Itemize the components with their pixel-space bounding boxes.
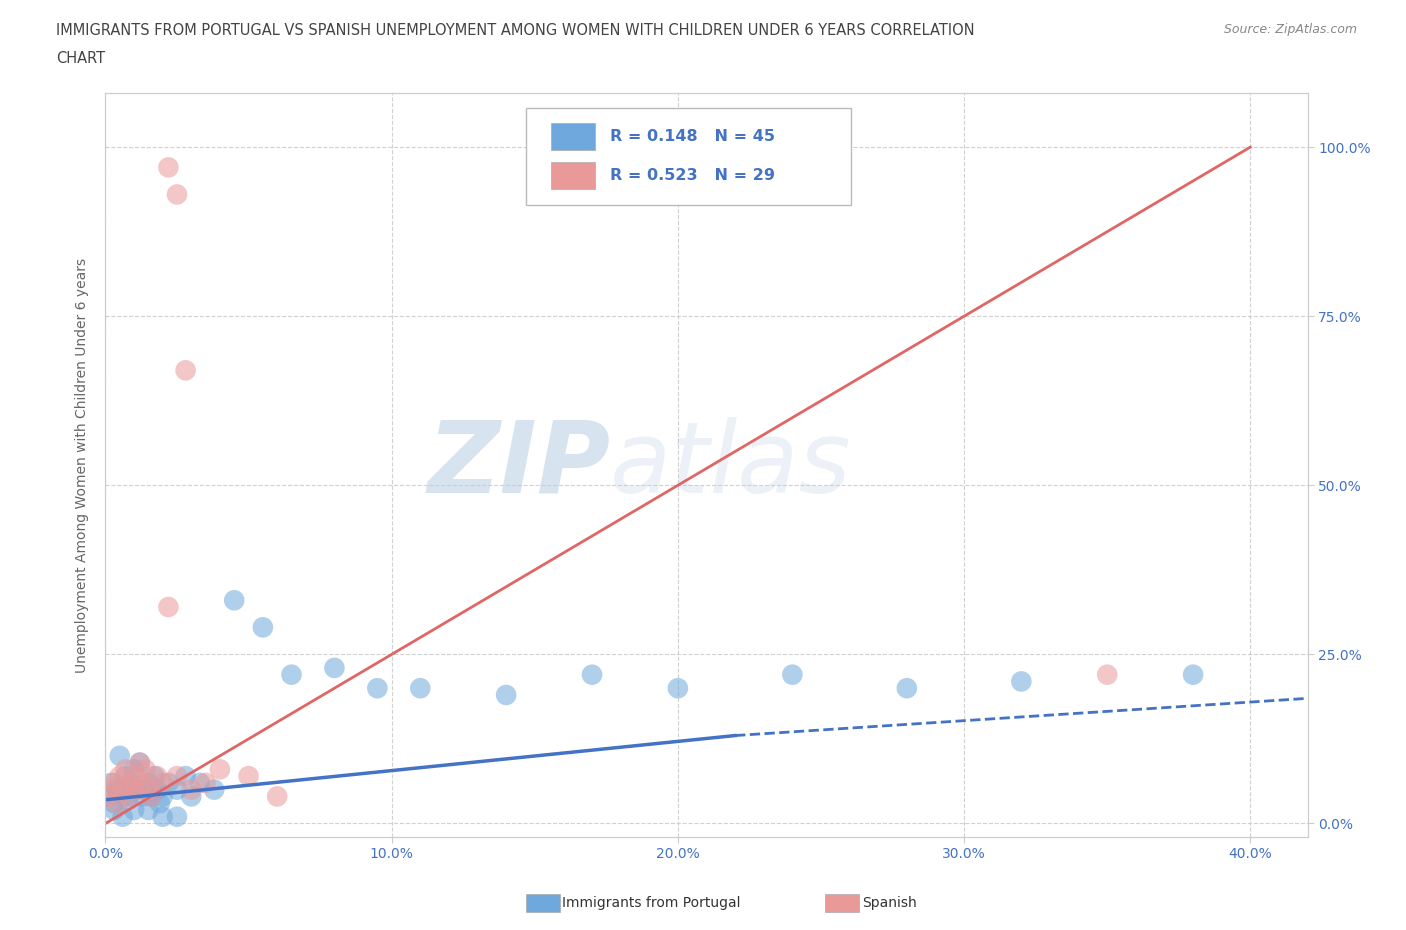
Point [97, 789, 120, 804]
Point [120, 776, 142, 790]
Point [111, 809, 134, 824]
Point [149, 796, 172, 811]
Text: Immigrants from Portugal: Immigrants from Portugal [562, 896, 741, 910]
Text: ZIP: ZIP [427, 417, 610, 513]
Point [125, 769, 148, 784]
Point [495, 687, 517, 702]
Point [122, 803, 145, 817]
Point [108, 749, 131, 764]
Point [138, 776, 160, 790]
Point [152, 789, 174, 804]
Point [166, 187, 188, 202]
Point [152, 809, 174, 824]
Point [122, 782, 145, 797]
Point [141, 789, 163, 804]
Text: Source: ZipAtlas.com: Source: ZipAtlas.com [1223, 23, 1357, 36]
Point [97, 789, 120, 804]
Point [103, 776, 125, 790]
Point [117, 789, 139, 804]
Point [166, 782, 188, 797]
Point [114, 769, 136, 784]
Text: R = 0.523   N = 29: R = 0.523 N = 29 [610, 168, 775, 183]
Point [111, 782, 134, 797]
Point [146, 782, 169, 797]
Point [108, 769, 131, 784]
Point [323, 660, 346, 675]
Point [194, 776, 217, 790]
Point [128, 755, 150, 770]
Point [131, 789, 153, 804]
Point [138, 782, 160, 797]
Point [1182, 667, 1205, 682]
Text: R = 0.148   N = 45: R = 0.148 N = 45 [610, 129, 775, 144]
Point [157, 600, 180, 615]
Point [135, 782, 157, 797]
Point [100, 776, 122, 790]
Point [280, 667, 302, 682]
Point [174, 363, 197, 378]
Point [152, 776, 174, 790]
FancyBboxPatch shape [551, 123, 595, 150]
Point [174, 769, 197, 784]
FancyBboxPatch shape [526, 108, 851, 205]
Point [141, 789, 163, 804]
Point [105, 782, 128, 797]
Point [208, 762, 231, 777]
Point [103, 796, 125, 811]
Text: atlas: atlas [610, 417, 852, 513]
FancyBboxPatch shape [551, 163, 595, 190]
Point [131, 776, 153, 790]
Point [105, 796, 128, 811]
Point [266, 789, 288, 804]
Point [224, 592, 246, 607]
Point [146, 769, 169, 784]
Point [111, 789, 134, 804]
Y-axis label: Unemployment Among Women with Children Under 6 years: Unemployment Among Women with Children U… [76, 258, 90, 672]
Point [157, 776, 180, 790]
Text: CHART: CHART [56, 51, 105, 66]
Point [896, 681, 918, 696]
Text: Spanish: Spanish [862, 896, 917, 910]
Point [157, 160, 180, 175]
Point [1095, 667, 1118, 682]
Point [409, 681, 432, 696]
Point [202, 782, 225, 797]
Point [166, 809, 188, 824]
Point [120, 776, 142, 790]
Point [117, 789, 139, 804]
Point [125, 782, 148, 797]
Point [238, 769, 260, 784]
Text: IMMIGRANTS FROM PORTUGAL VS SPANISH UNEMPLOYMENT AMONG WOMEN WITH CHILDREN UNDER: IMMIGRANTS FROM PORTUGAL VS SPANISH UNEM… [56, 23, 974, 38]
Point [103, 803, 125, 817]
Point [188, 776, 211, 790]
Point [666, 681, 689, 696]
Point [122, 762, 145, 777]
Point [366, 681, 388, 696]
Point [114, 762, 136, 777]
Point [1010, 674, 1032, 689]
Point [782, 667, 804, 682]
Point [143, 769, 166, 784]
Point [180, 789, 202, 804]
Point [180, 782, 202, 797]
Point [252, 620, 274, 635]
Point [166, 769, 188, 784]
Point [128, 755, 150, 770]
Point [138, 803, 160, 817]
Point [581, 667, 603, 682]
Point [100, 782, 122, 797]
Point [135, 762, 157, 777]
